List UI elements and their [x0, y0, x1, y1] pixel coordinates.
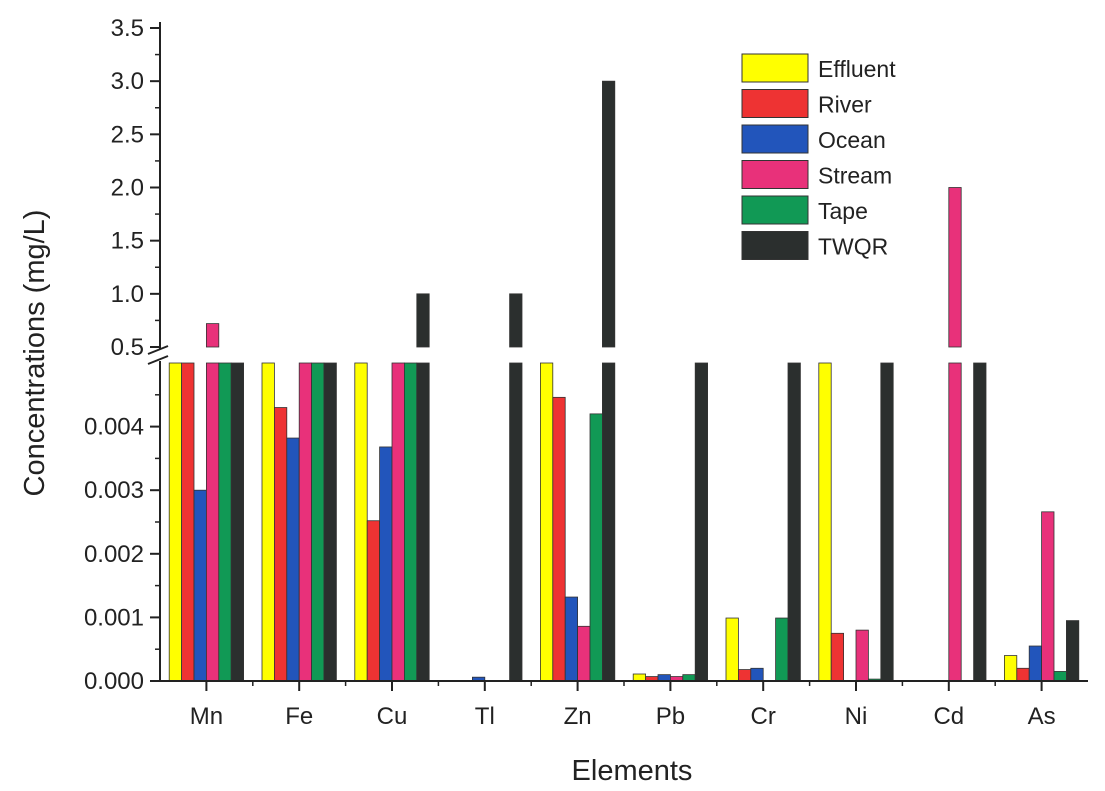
bar-Mn-Effluent: [168, 362, 182, 682]
y-tick-label: 0.001: [84, 604, 144, 631]
bar-upper-Cu-TWQR: [416, 293, 430, 348]
bar-Fe-Tape: [311, 362, 325, 682]
bar-Cu-Stream: [391, 362, 405, 682]
bar-Cr-River: [738, 669, 752, 682]
bar-Ni-Effluent: [818, 362, 832, 682]
y-tick-label: 3.0: [111, 68, 144, 95]
x-tick-label: Cr: [751, 703, 776, 730]
x-tick-label: Mn: [190, 703, 223, 730]
bar-Zn-River: [552, 396, 566, 682]
bar-Mn-River: [181, 362, 195, 682]
bar-As-TWQR: [1066, 620, 1080, 682]
y-axis-title: Concentrations (mg/L): [19, 210, 51, 497]
bar-Pb-Effluent: [632, 673, 647, 682]
legend-swatch-effluent: [741, 53, 809, 83]
bar-Cr-Ocean: [750, 667, 764, 682]
bar-Zn-TWQR: [602, 362, 616, 682]
y-tick-label: 2.5: [111, 121, 144, 148]
bar-Mn-Tape: [218, 362, 232, 682]
bar-Fe-Stream: [298, 362, 313, 682]
bar-Tl-TWQR: [509, 362, 523, 682]
bar-Zn-Effluent: [540, 362, 554, 682]
bar-Fe-Effluent: [261, 362, 275, 682]
bar-Mn-Ocean: [193, 489, 207, 682]
bar-Cu-Ocean: [379, 446, 393, 682]
x-tick-label: As: [1028, 703, 1056, 730]
bar-Mn-TWQR: [230, 362, 244, 682]
y-tick-label: 0.002: [84, 541, 144, 568]
x-tick-label: Cu: [377, 703, 408, 730]
legend-label-stream: Stream: [818, 163, 892, 189]
bar-upper-Mn-Stream: [205, 323, 220, 348]
y-ticks: 0.000 0.001 0.002 0.003 0.004 0.5 1.0 1.5 2.0 2.5…: [84, 15, 160, 695]
y-tick-label: 0.004: [84, 414, 144, 441]
legend-swatch-ocean: [741, 124, 809, 154]
legend-label-ocean: Ocean: [818, 127, 886, 153]
bar-Cd-TWQR: [973, 362, 987, 682]
axis-break-gap: [150, 348, 1098, 362]
bar-As-Stream: [1041, 511, 1055, 682]
bar-Cu-TWQR: [416, 362, 430, 682]
legend-swatch-stream: [741, 160, 809, 189]
y-tick-label: 1.5: [111, 228, 144, 255]
bar-Fe-Ocean: [286, 437, 300, 682]
y-tick-label: 3.5: [111, 15, 144, 42]
bar-upper-Cd-Stream: [948, 187, 962, 348]
legend-swatch-tape: [741, 195, 809, 225]
bar-group: [168, 80, 1080, 682]
x-tick-label: Tl: [475, 703, 495, 730]
bar-As-Effluent: [1004, 655, 1018, 682]
axis-break-mark-upper: [147, 345, 169, 355]
legend-label-effluent: Effluent: [818, 56, 896, 82]
x-tick-label: Ni: [845, 703, 868, 730]
bar-As-Tape: [1053, 671, 1067, 682]
bar-Mn-Stream: [205, 362, 220, 682]
bar-Cu-Tape: [403, 362, 418, 682]
x-tick-label: Fe: [285, 703, 313, 730]
bar-Zn-Stream: [577, 625, 591, 682]
bar-upper-Zn-TWQR: [602, 80, 616, 348]
legend-label-twqr: TWQR: [818, 234, 888, 260]
y-tick-label: 0.000: [84, 668, 144, 695]
bar-Zn-Ocean: [564, 596, 579, 682]
bar-Zn-Tape: [589, 413, 603, 682]
legend-label-river: River: [818, 92, 872, 118]
bar-Cd-Stream: [948, 362, 962, 682]
bar-Cr-Effluent: [725, 617, 739, 682]
x-tick-label: Cd: [933, 703, 964, 730]
x-tick-label: Pb: [656, 703, 685, 730]
y-tick-label: 2.0: [111, 175, 144, 202]
bar-Ni-TWQR: [880, 362, 894, 682]
bar-Ni-River: [830, 632, 845, 682]
y-tick-label: 0.003: [84, 477, 144, 504]
x-axis-title: Elements: [572, 755, 693, 787]
y-tick-label: 1.0: [111, 281, 144, 308]
bar-Ni-Stream: [855, 629, 869, 682]
legend-swatch-twqr: [741, 231, 809, 260]
x-ticks: Mn Fe Cu Tl Zn Pb Cr Ni Cd As: [190, 681, 1056, 730]
bar-Cu-River: [366, 520, 381, 682]
bar-Fe-TWQR: [323, 362, 337, 682]
bar-Cr-Tape: [775, 617, 789, 682]
bar-Fe-River: [273, 407, 288, 682]
bar-As-River: [1016, 667, 1030, 682]
legend-swatch-river: [741, 89, 809, 118]
bar-upper-Tl-TWQR: [509, 293, 523, 348]
bar-Cr-TWQR: [787, 362, 801, 682]
bar-Pb-TWQR: [694, 362, 709, 682]
legend-label-tape: Tape: [818, 198, 868, 224]
legend: Effluent River Ocean Stream Tape TWQR: [741, 53, 896, 260]
x-tick-label: Zn: [564, 703, 592, 730]
bar-Cu-Effluent: [354, 362, 368, 682]
bar-As-Ocean: [1028, 645, 1042, 682]
y-tick-label: 0.5: [111, 334, 144, 361]
axis-break-mark-lower: [147, 355, 169, 365]
